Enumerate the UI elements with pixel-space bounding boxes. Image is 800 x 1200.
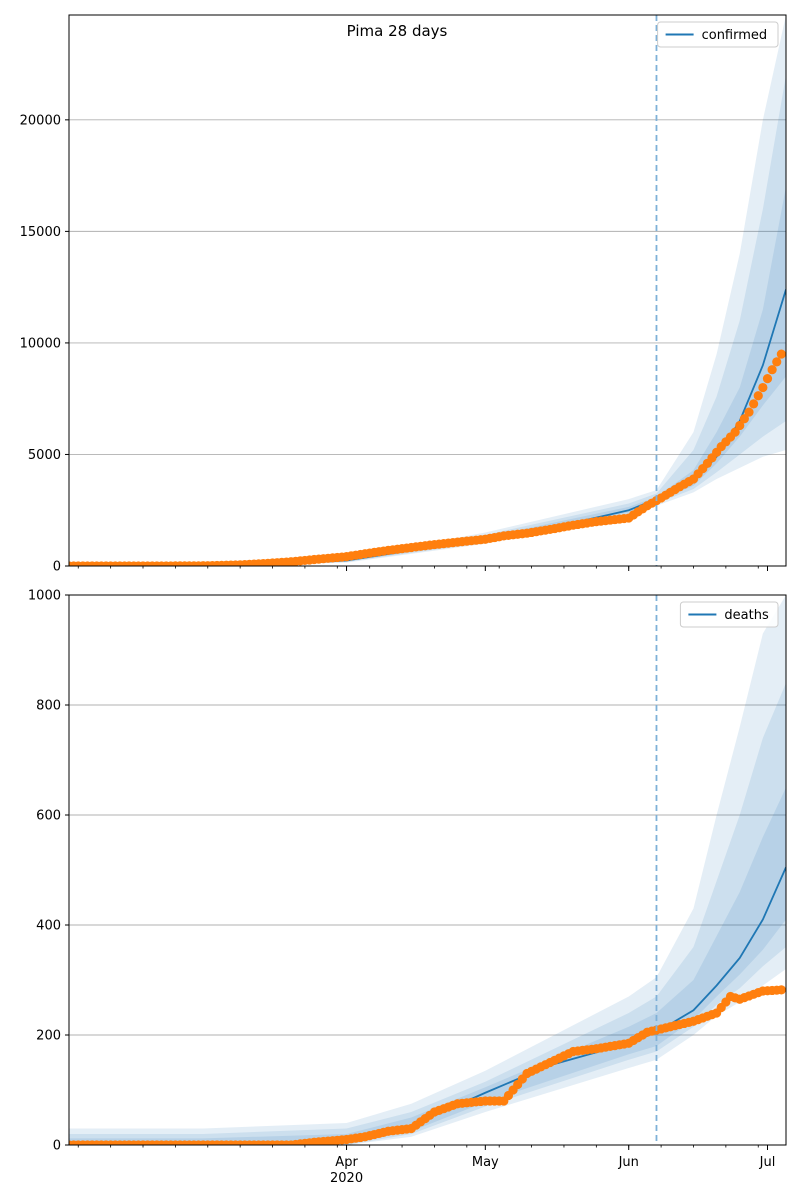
top-ytick-label: 0 <box>53 560 61 575</box>
top-observed-point <box>767 365 777 375</box>
top-legend-label: confirmed <box>702 28 768 43</box>
top-legend-box <box>657 21 779 48</box>
bottom-ytick-label: 800 <box>36 699 61 714</box>
top-plot-area <box>69 15 786 566</box>
confirmed-panel: 0 5000 10000 15000 20000 confirmed <box>20 14 787 575</box>
bottom-xtick-label: May <box>472 1155 499 1170</box>
top-model-line <box>69 289 786 566</box>
bottom-xtick-year-label: 2020 <box>330 1171 363 1186</box>
top-observed-point <box>730 427 740 437</box>
bottom-observed-points <box>69 985 786 1145</box>
bottom-ytick-label: 400 <box>36 919 61 934</box>
top-ytick-label: 15000 <box>20 225 61 240</box>
bottom-plot-area <box>69 595 786 1145</box>
top-ytick-label: 20000 <box>20 113 61 128</box>
bottom-xtick-label: Apr <box>335 1155 358 1170</box>
top-observed-point <box>739 414 749 424</box>
bottom-ytick-label: 600 <box>36 809 61 824</box>
top-band-inner <box>69 186 786 566</box>
top-ytick-label: 10000 <box>20 336 61 351</box>
bottom-observed-point <box>776 985 786 995</box>
top-observed-point <box>772 357 782 367</box>
top-observed-point <box>749 399 759 409</box>
bottom-ytick-label: 200 <box>36 1029 61 1044</box>
top-ytick-label: 5000 <box>28 448 61 463</box>
figure-title: Pima 28 days <box>347 22 448 40</box>
bottom-axes-frame <box>68 594 787 1146</box>
top-observed-points <box>69 349 786 566</box>
top-observed-point <box>776 349 786 359</box>
bottom-band-inner <box>69 787 786 1145</box>
top-legend: confirmed <box>657 21 779 48</box>
top-observed-point <box>762 374 773 384</box>
bottom-ytick-label: 0 <box>53 1139 61 1154</box>
bottom-band-outer <box>69 595 786 1145</box>
bottom-xtick-label: Jul <box>759 1155 776 1170</box>
bottom-legend: deaths <box>679 601 779 628</box>
top-observed-point <box>735 420 745 431</box>
top-axes-frame <box>68 14 787 567</box>
top-observed-point <box>753 391 763 401</box>
top-observed-point <box>758 382 768 393</box>
top-observed-point <box>744 407 754 417</box>
bottom-xtick-label: Jun <box>618 1155 639 1170</box>
bottom-legend-label: deaths <box>724 608 769 623</box>
bottom-legend-box <box>679 601 779 628</box>
bottom-ytick-label: 1000 <box>28 589 61 604</box>
bottom-band-middle <box>69 683 786 1145</box>
